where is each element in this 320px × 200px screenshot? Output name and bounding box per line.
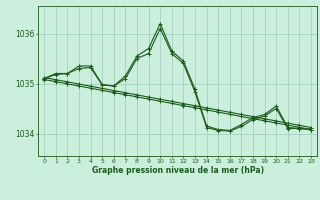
X-axis label: Graphe pression niveau de la mer (hPa): Graphe pression niveau de la mer (hPa) (92, 166, 264, 175)
